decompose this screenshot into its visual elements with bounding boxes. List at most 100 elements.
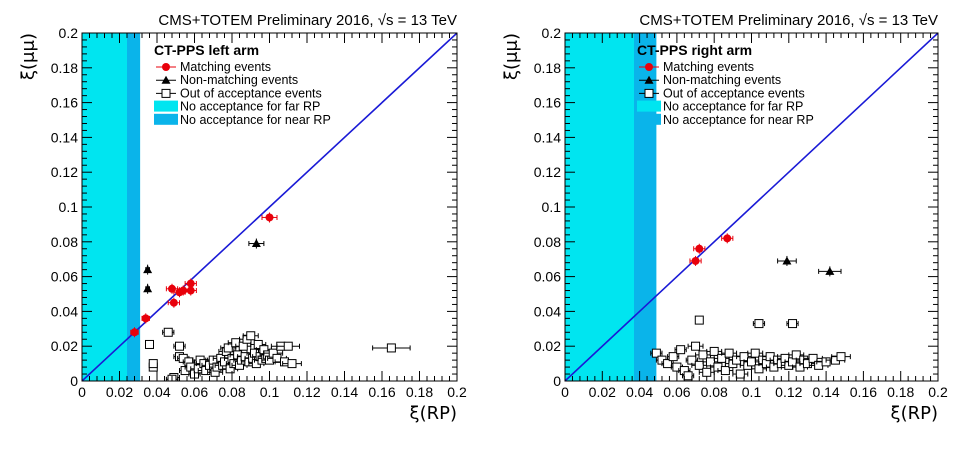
data-point	[280, 357, 289, 367]
x-axis-title: ξ(RP)	[410, 403, 457, 424]
legend-label: Out of acceptance events	[180, 86, 322, 100]
chart-header: CMS+TOTEM Preliminary 2016, √s = 13 TeV	[639, 12, 938, 29]
data-point	[672, 362, 682, 372]
series-circle	[130, 212, 278, 338]
data-point	[709, 346, 719, 356]
x-tick-label: 0.08	[701, 384, 728, 400]
legend-swatch	[154, 100, 178, 112]
panel-left-arm: CMS+TOTEM Preliminary 2016, √s = 13 TeV 0…	[18, 12, 467, 424]
legend-label: No acceptance for near RP	[663, 113, 814, 127]
y-tick-label: 0.12	[51, 164, 78, 180]
y-tick-label: 0.06	[534, 269, 561, 285]
series-circle	[689, 233, 734, 266]
series-open-square	[145, 327, 411, 381]
x-axis-title: ξ(RP)	[891, 403, 938, 424]
x-tick-label: 0.2	[447, 384, 467, 400]
data-area	[565, 33, 938, 381]
data-point	[272, 353, 282, 363]
x-tick-label: 0.04	[626, 384, 653, 400]
legend-title: CT-PPS left arm	[154, 42, 259, 58]
data-point	[143, 265, 153, 274]
data-point	[836, 352, 846, 362]
x-tick-label: 0.14	[331, 384, 358, 400]
legend-label: Non-matching events	[663, 73, 781, 87]
data-point	[287, 359, 297, 369]
y-tick-label: 0.2	[59, 25, 79, 41]
x-tick-label: 0.12	[293, 384, 320, 400]
data-point	[683, 371, 693, 381]
data-point	[386, 343, 396, 353]
x-tick-label: 0	[561, 384, 569, 400]
x-tick-label: 0.14	[812, 384, 839, 400]
data-point	[723, 234, 732, 243]
data-area	[82, 33, 457, 381]
legend-label: Matching events	[663, 60, 754, 74]
data-point	[691, 256, 700, 265]
data-point	[676, 345, 686, 355]
acceptance-region	[634, 33, 657, 381]
y-axis-title: ξ(μμ)	[18, 33, 39, 80]
data-point	[168, 284, 176, 293]
data-point	[695, 244, 704, 253]
x-tick-label: 0.08	[218, 384, 245, 400]
x-tick-label: 0.16	[368, 384, 395, 400]
y-tick-label: 0.16	[534, 95, 561, 111]
y-tick-label: 0.16	[51, 95, 78, 111]
data-point	[141, 314, 150, 323]
y-axis-title: ξ(μμ)	[501, 33, 522, 80]
x-tick-label: 0.16	[850, 384, 877, 400]
y-tick-label: 0.04	[534, 303, 561, 319]
y-tick-label: 0	[553, 373, 561, 389]
y-tick-label: 0.1	[542, 199, 562, 215]
data-point	[169, 298, 178, 307]
data-point	[175, 341, 184, 351]
data-point	[702, 367, 712, 377]
legend-swatch	[154, 113, 178, 125]
data-point	[130, 328, 139, 337]
legend-label: No acceptance for far RP	[180, 100, 320, 114]
y-tick-label: 0.1	[59, 199, 79, 215]
legend-marker	[161, 75, 171, 84]
data-point	[143, 284, 153, 293]
legend-label: Out of acceptance events	[663, 86, 805, 100]
data-point	[724, 348, 734, 358]
legend-marker	[161, 88, 171, 98]
x-tick-label: 0.06	[181, 384, 208, 400]
legend-label: No acceptance for near RP	[180, 113, 331, 127]
diagonal-line	[565, 33, 938, 381]
x-tick-label: 0.06	[663, 384, 690, 400]
x-tick-label: 0.1	[742, 384, 762, 400]
data-point	[782, 256, 792, 265]
data-point	[750, 348, 760, 358]
series-open-square	[650, 315, 851, 381]
y-tick-label: 0.18	[51, 60, 78, 76]
data-point	[265, 213, 274, 222]
data-point	[802, 359, 812, 369]
y-tick-label: 0.12	[534, 164, 561, 180]
legend-label: Non-matching events	[180, 73, 298, 87]
x-tick-label: 0.02	[106, 384, 133, 400]
x-tick-label: 0.12	[775, 384, 802, 400]
series-triangle	[777, 255, 842, 277]
y-tick-label: 0	[70, 373, 78, 389]
diagonal-line	[82, 33, 457, 381]
data-point	[698, 350, 708, 360]
y-tick-label: 0.02	[534, 338, 561, 354]
data-point	[186, 279, 195, 288]
x-tick-label: 0.1	[260, 384, 280, 400]
data-point	[246, 331, 256, 341]
data-point	[694, 360, 704, 370]
legend-label: No acceptance for far RP	[663, 100, 803, 114]
acceptance-region	[127, 33, 141, 381]
y-tick-label: 0.14	[51, 129, 78, 145]
acceptance-region	[565, 33, 635, 381]
data-point	[694, 315, 704, 325]
y-tick-label: 0.06	[51, 269, 78, 285]
data-point	[691, 341, 701, 351]
panel-right-arm: CMS+TOTEM Preliminary 2016, √s = 13 TeV 0…	[501, 12, 948, 424]
data-point	[825, 266, 835, 275]
data-point	[251, 239, 261, 248]
data-point	[163, 327, 173, 337]
data-point	[651, 348, 661, 358]
x-tick-label: 0.2	[928, 384, 948, 400]
